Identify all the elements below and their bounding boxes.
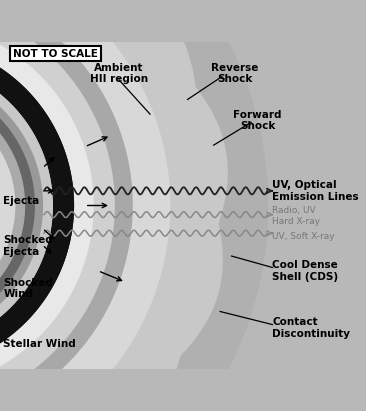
Text: Cool Dense
Shell (CDS): Cool Dense Shell (CDS)	[272, 260, 339, 282]
Polygon shape	[0, 90, 25, 321]
Polygon shape	[0, 41, 74, 370]
Polygon shape	[0, 41, 74, 370]
Text: Shocked
Ejecta: Shocked Ejecta	[3, 236, 53, 257]
Polygon shape	[0, 80, 34, 331]
Text: Ejecta: Ejecta	[3, 196, 40, 206]
Polygon shape	[0, 21, 93, 390]
Polygon shape	[0, 98, 16, 313]
Polygon shape	[0, 62, 52, 349]
Text: Stellar Wind: Stellar Wind	[3, 339, 76, 349]
Polygon shape	[0, 0, 169, 411]
Text: Reverse
Shock: Reverse Shock	[211, 62, 258, 84]
Polygon shape	[0, 81, 33, 330]
Polygon shape	[0, 0, 132, 411]
Polygon shape	[0, 0, 227, 411]
Polygon shape	[0, 0, 114, 411]
Text: UV, Optical
Emission Lines: UV, Optical Emission Lines	[272, 180, 359, 202]
Polygon shape	[0, 62, 52, 349]
Polygon shape	[0, 99, 15, 312]
Text: NOT TO SCALE: NOT TO SCALE	[13, 49, 98, 59]
Text: Contact
Discontinuity: Contact Discontinuity	[272, 317, 350, 339]
Text: Shocked
Wind: Shocked Wind	[3, 278, 53, 300]
Text: UV, Soft X-ray: UV, Soft X-ray	[272, 232, 335, 241]
Text: Ambient
HII region: Ambient HII region	[90, 62, 148, 84]
Text: Radio, UV
Hard X-ray: Radio, UV Hard X-ray	[272, 206, 320, 226]
Polygon shape	[0, 62, 52, 349]
Polygon shape	[0, 72, 42, 339]
Polygon shape	[0, 0, 268, 411]
Text: Forward
Shock: Forward Shock	[234, 110, 282, 132]
